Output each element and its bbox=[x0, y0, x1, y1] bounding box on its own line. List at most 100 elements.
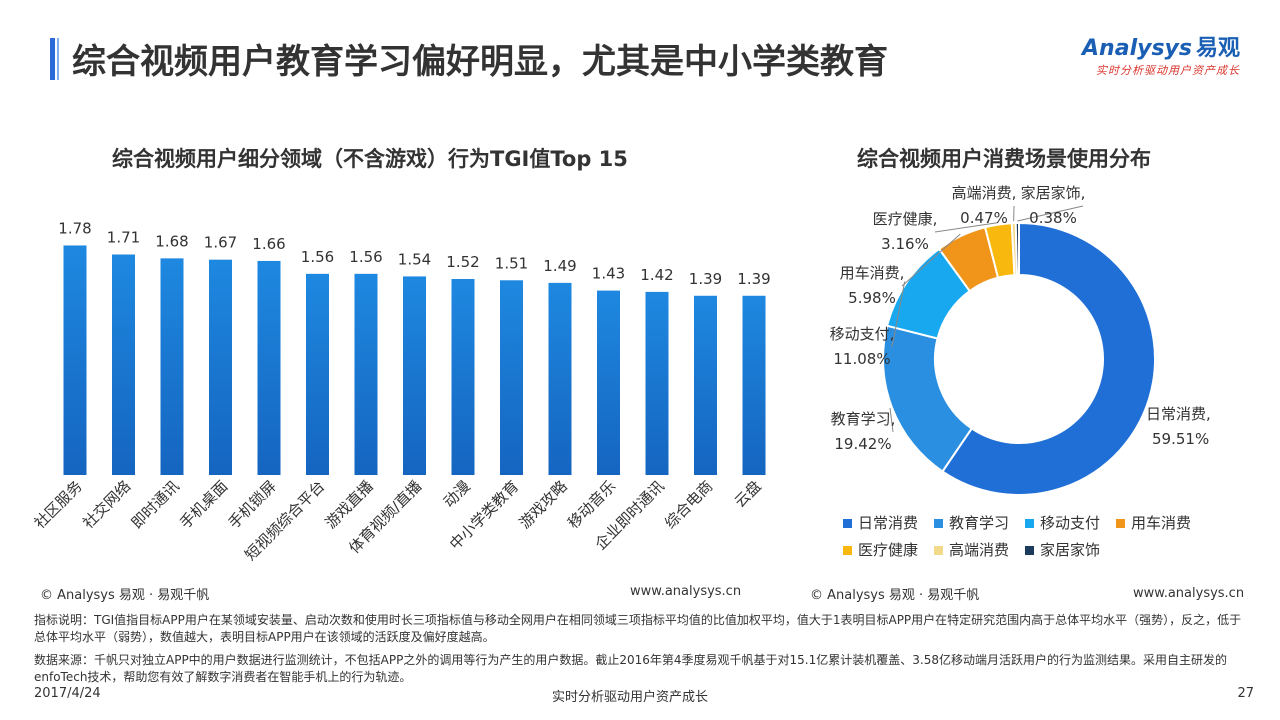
legend-swatch bbox=[934, 519, 944, 528]
bar-手机桌面 bbox=[209, 259, 232, 475]
leader-line bbox=[934, 222, 999, 233]
slice-value-label: 3.16% bbox=[881, 235, 929, 253]
bar-中小学类教育 bbox=[500, 280, 523, 475]
bar-游戏攻略 bbox=[548, 282, 572, 475]
legend-item: 医疗健康 bbox=[843, 539, 918, 560]
bar-category-label: 动漫 bbox=[440, 477, 474, 511]
bar-value-label: 1.56 bbox=[301, 248, 334, 266]
legend-swatch bbox=[1116, 519, 1126, 528]
bar-chart-title: 综合视频用户细分领域（不含游戏）行为TGI值Top 15 bbox=[112, 147, 628, 171]
slice-value-label: 11.08% bbox=[833, 350, 890, 368]
legend-label: 日常消费 bbox=[858, 514, 919, 532]
legend-label: 教育学习 bbox=[949, 514, 1010, 532]
legend-swatch bbox=[934, 546, 944, 555]
legend-swatch bbox=[1025, 546, 1035, 555]
bar-category-label: 社交网络 bbox=[79, 477, 134, 532]
url-left: www.analysys.cn bbox=[630, 584, 742, 599]
source-note: 数据来源：千帆只对独立APP中的用户数据进行监测统计，不包括APP之外的调用等行… bbox=[34, 653, 1227, 684]
legend-item: 家居家饰 bbox=[1025, 539, 1100, 560]
donut-legend: 日常消费 教育学习 移动支付 用车消费医疗健康 高端消费 家居家饰 bbox=[843, 512, 1243, 566]
bar-category-label: 社区服务 bbox=[31, 477, 86, 532]
bar-value-label: 1.39 bbox=[689, 270, 722, 288]
bar-value-label: 1.66 bbox=[252, 235, 285, 253]
page-title: 综合视频用户教育学习偏好明显，尤其是中小学类教育 bbox=[72, 42, 888, 82]
bar-value-label: 1.78 bbox=[58, 219, 91, 237]
bar-企业即时通讯 bbox=[645, 291, 669, 475]
slice-name-label: 高端消费, bbox=[952, 184, 1017, 202]
slice-name-label: 移动支付, bbox=[830, 325, 895, 343]
metric-note: 指标说明：TGI值指目标APP用户在某领域安装量、启动次数和使用时长三项指标值与… bbox=[34, 613, 1242, 644]
logo-text: Analysys bbox=[1082, 36, 1192, 61]
bar-社交网络 bbox=[112, 254, 135, 475]
slice-value-label: 0.38% bbox=[1029, 209, 1077, 227]
footer-date: 2017/4/24 bbox=[34, 686, 101, 701]
slice-value-label: 0.47% bbox=[960, 209, 1008, 227]
slice-value-label: 59.51% bbox=[1152, 430, 1209, 448]
legend-swatch bbox=[843, 546, 852, 555]
bar-value-label: 1.54 bbox=[398, 250, 431, 268]
bar-value-label: 1.39 bbox=[737, 270, 770, 288]
legend-label: 家居家饰 bbox=[1040, 541, 1101, 559]
bar-短视频综合平台 bbox=[306, 273, 329, 475]
slice-name-label: 教育学习, bbox=[831, 410, 896, 428]
bar-value-label: 1.43 bbox=[592, 265, 625, 283]
bar-value-label: 1.71 bbox=[107, 229, 140, 247]
bar-综合电商 bbox=[694, 295, 717, 475]
legend-label: 医疗健康 bbox=[858, 541, 919, 559]
donut-chart: 日常消费, 59.51% 教育学习, 19.42% 移动支付, 11.08% 用车消费, 5.… bbox=[830, 184, 1211, 496]
bar-value-label: 1.56 bbox=[349, 248, 382, 266]
footer-slogan: 实时分析驱动用户资产成长 bbox=[552, 690, 709, 705]
slice-name-label: 日常消费, bbox=[1146, 405, 1211, 423]
bar-动漫 bbox=[451, 279, 475, 475]
bar-游戏直播 bbox=[354, 273, 378, 475]
leader-line bbox=[889, 407, 894, 433]
bar-云盘 bbox=[742, 295, 766, 475]
leader-line bbox=[1017, 205, 1084, 222]
bar-体育视频/直播 bbox=[403, 276, 426, 475]
bar-value-label: 1.42 bbox=[640, 266, 673, 284]
slice-教育学习 bbox=[882, 324, 974, 473]
bar-手机锁屏 bbox=[257, 260, 281, 475]
legend-item: 用车消费 bbox=[1116, 512, 1191, 533]
slice-name-label: 医疗健康, bbox=[873, 210, 938, 228]
legend-label: 用车消费 bbox=[1131, 514, 1192, 532]
slice-name-label: 用车消费, bbox=[840, 264, 905, 282]
leader-line bbox=[901, 233, 961, 287]
slice-日常消费 bbox=[941, 221, 1156, 496]
slice-value-label: 19.42% bbox=[834, 435, 891, 453]
logo-slogan: 实时分析驱动用户资产成长 bbox=[1096, 64, 1240, 77]
legend-label: 移动支付 bbox=[1040, 514, 1101, 532]
copyright-left: © Analysys 易观 · 易观千帆 bbox=[40, 588, 210, 603]
bar-category-label: 即时通讯 bbox=[128, 477, 183, 532]
copyright-right: © Analysys 易观 · 易观千帆 bbox=[810, 588, 980, 603]
bar-chart: 1.78社区服务1.71社交网络1.68即时通讯1.67手机桌面1.66手机锁屏… bbox=[31, 219, 771, 564]
title-accent-bar-light bbox=[57, 38, 59, 80]
page-number: 27 bbox=[1237, 686, 1254, 701]
legend-item: 高端消费 bbox=[934, 539, 1009, 560]
bar-value-label: 1.49 bbox=[543, 257, 576, 275]
leader-line bbox=[891, 281, 906, 348]
slice-name-label: 家居家饰, bbox=[1021, 184, 1086, 202]
url-right: www.analysys.cn bbox=[1133, 586, 1245, 601]
bar-社区服务 bbox=[63, 245, 87, 475]
bar-category-label: 手机桌面 bbox=[176, 477, 231, 532]
bar-category-label: 云盘 bbox=[731, 477, 765, 511]
legend-item: 移动支付 bbox=[1025, 512, 1100, 533]
legend-swatch bbox=[843, 519, 852, 528]
logo-cn-text: 易观 bbox=[1195, 36, 1240, 61]
analysys-logo: Analysys 易观 实时分析驱动用户资产成长 bbox=[1082, 30, 1240, 78]
legend-swatch bbox=[1025, 519, 1035, 528]
title-accent-bar bbox=[50, 38, 55, 80]
legend-item: 日常消费 bbox=[843, 512, 918, 533]
bar-移动音乐 bbox=[597, 290, 620, 475]
bar-即时通讯 bbox=[160, 258, 184, 475]
legend-label: 高端消费 bbox=[949, 541, 1010, 559]
bar-category-label: 游戏攻略 bbox=[516, 477, 571, 532]
bar-value-label: 1.52 bbox=[446, 253, 479, 271]
logo-wordmark: Analysys 易观 bbox=[1082, 30, 1240, 62]
slice-value-label: 5.98% bbox=[848, 289, 896, 307]
donut-chart-title: 综合视频用户消费场景使用分布 bbox=[857, 147, 1151, 171]
bar-value-label: 1.67 bbox=[204, 234, 237, 252]
bar-value-label: 1.68 bbox=[155, 232, 188, 250]
bar-value-label: 1.51 bbox=[495, 254, 528, 272]
